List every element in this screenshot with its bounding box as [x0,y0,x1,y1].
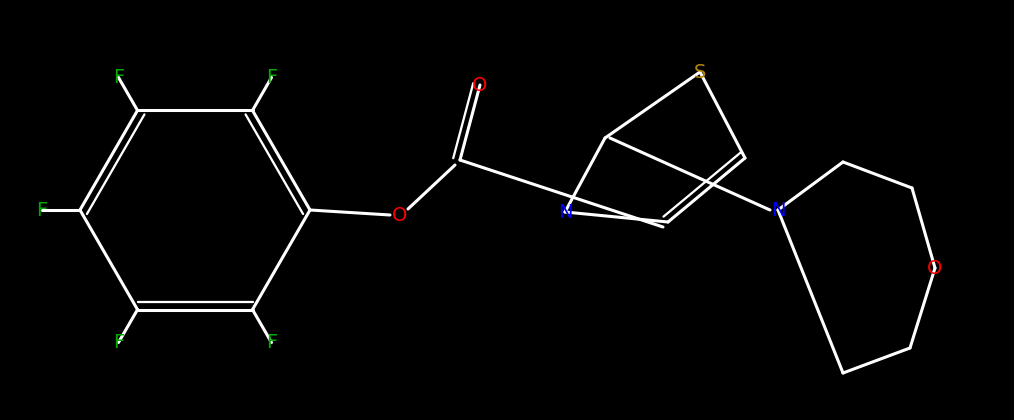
Text: O: O [473,76,488,94]
Text: F: F [266,333,277,352]
Text: O: O [392,205,408,225]
Text: N: N [558,202,572,221]
Text: S: S [694,63,706,81]
Text: F: F [113,68,124,87]
Text: F: F [113,333,124,352]
Text: N: N [771,200,785,220]
Text: F: F [37,200,48,220]
Text: O: O [928,258,943,278]
Text: F: F [266,68,277,87]
